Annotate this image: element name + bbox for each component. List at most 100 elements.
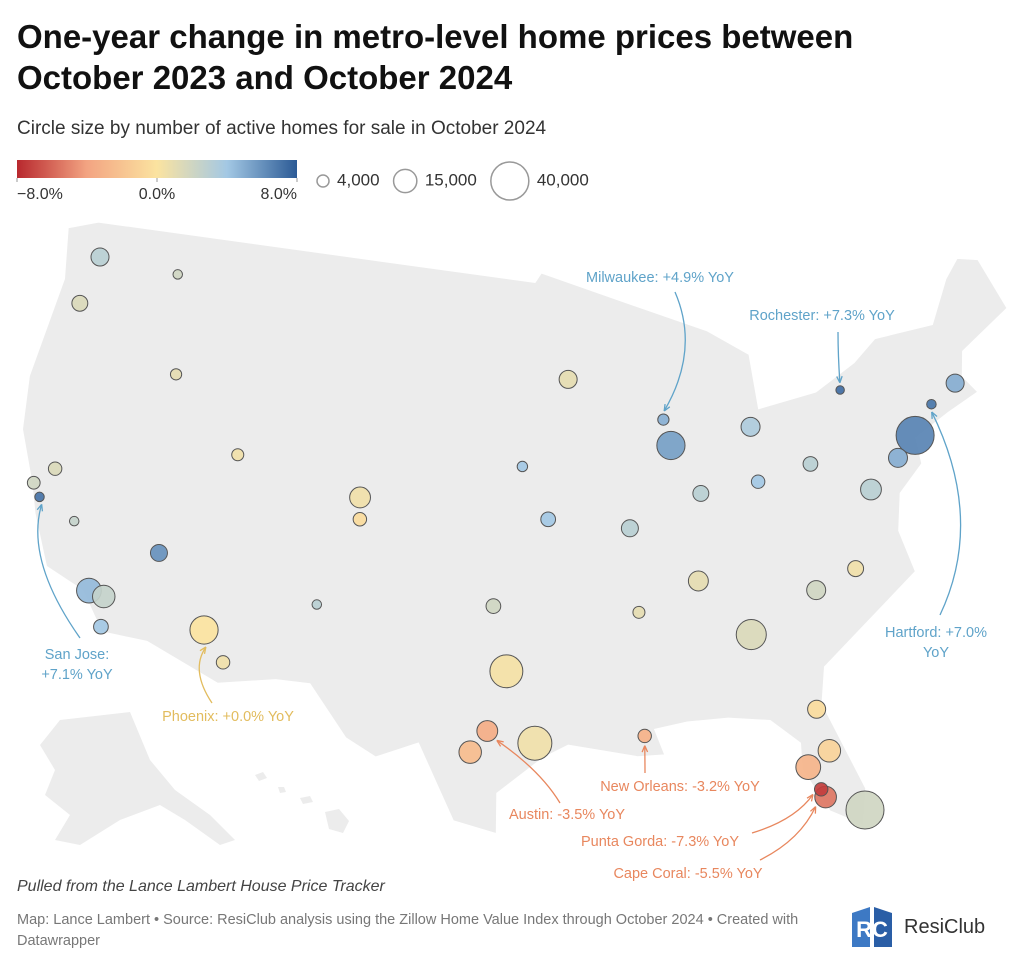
leader-arrow [836,375,843,384]
metro-circle [895,415,935,455]
metro-circle [692,484,710,502]
metro-circle [847,560,865,578]
leader-line [931,411,962,616]
leader-arrow [641,745,649,753]
leader-line [37,504,81,639]
leader-arrow [36,503,44,512]
metro-circle [68,515,80,527]
annotation: San Jose: +7.1% YoY [41,647,113,683]
metro-circle [945,373,965,393]
leader-arrow [809,806,817,814]
annotation: Milwaukee: +4.9% YoY [586,270,734,286]
metro-circle [172,269,183,280]
leader-arrow [931,411,938,419]
metro-circle [735,619,767,651]
metro-circle [657,413,670,426]
metros [26,247,965,830]
color-tick-label: 0.0% [139,186,175,203]
metro-circle [189,615,219,645]
logo-icon: RC [852,907,892,947]
leader-line [759,806,817,861]
metro-circle [802,456,819,472]
metro-circle [750,474,766,489]
metro-circle [26,475,41,490]
annotation: Rochester: +7.3% YoY [749,308,895,324]
metro-circle [92,584,116,609]
size-legend-circle [490,161,530,201]
metro-circle [311,599,323,610]
metro-circle [516,460,529,473]
title: One-year change in metro-level home pric… [17,18,854,96]
leader-arrow [199,646,207,654]
annotation: Cape Coral: -5.5% YoY [613,866,762,882]
metro-circle [231,448,245,462]
source: Map: Lance Lambert • Source: ResiClub an… [17,912,799,949]
metro-circle [517,725,553,761]
metro-circle [656,430,686,461]
metro-circle [489,654,524,689]
size-legend-circle [392,168,418,194]
metro-circle [47,461,63,476]
svg-text:RC: RC [856,917,888,942]
metro-circle [817,739,842,763]
metro-circle [845,790,885,830]
annotation: Hartford: +7.0% YoY [885,625,987,661]
metro-circle [93,618,109,635]
annotation: Austin: -3.5% YoY [509,807,625,823]
leader-line [751,794,814,834]
size-legend-circle [316,174,330,188]
metro-circle [149,543,168,562]
leader-arrow [663,403,671,412]
hawaii [255,772,349,833]
color-scale-bar [17,160,297,178]
color-tick-label: −8.0% [17,186,63,203]
metro-circle [813,782,829,797]
metro-circle [637,728,652,744]
leader-line [663,291,686,412]
metro-circle [887,447,908,468]
metro-circle [540,511,557,528]
leader-line [837,331,841,383]
metro-circle [806,580,827,601]
metro-circle [926,398,937,410]
size-legend-label: 40,000 [537,170,589,189]
logo: RC ResiClub [848,905,985,949]
us-outline [21,221,1008,835]
metro-circle [34,491,45,503]
metro-circle [807,699,827,719]
legend: −8.0% 0.0% 8.0% 4,000 15,000 40,000 [16,160,589,203]
metro-circle [740,416,761,437]
metro-circle [632,605,646,619]
metro-circle [169,368,183,381]
metro-circle [90,247,110,267]
metro-circle [558,369,578,389]
metro-circle [620,519,639,538]
subtitle: Circle size by number of active homes fo… [17,118,547,139]
annotation: Punta Gorda: -7.3% YoY [581,834,739,850]
metro-circle [458,740,482,764]
metro-circle [795,754,822,781]
metro-circle [485,598,502,614]
metro-circle [860,478,882,501]
metro-circle [349,486,371,509]
note: Pulled from the Lance Lambert House Pric… [17,878,385,895]
metro-circle [835,385,845,395]
leader-arrow [496,739,504,747]
logo-text: ResiClub [904,915,986,938]
size-legend-label: 15,000 [425,170,477,189]
metro-circle [71,294,89,312]
alaska [40,712,235,845]
metro-circle [476,720,499,742]
metro-circle [352,512,368,527]
annotation: New Orleans: -3.2% YoY [600,779,760,795]
leader-arrow [806,793,814,802]
leader-line [496,739,561,804]
annotation: Phoenix: +0.0% YoY [162,709,294,725]
size-legend-label: 4,000 [337,170,380,189]
color-tick-label: 8.0% [261,186,297,203]
leader-line [198,646,213,704]
metro-circle [215,655,231,670]
metro-circle [687,570,709,592]
